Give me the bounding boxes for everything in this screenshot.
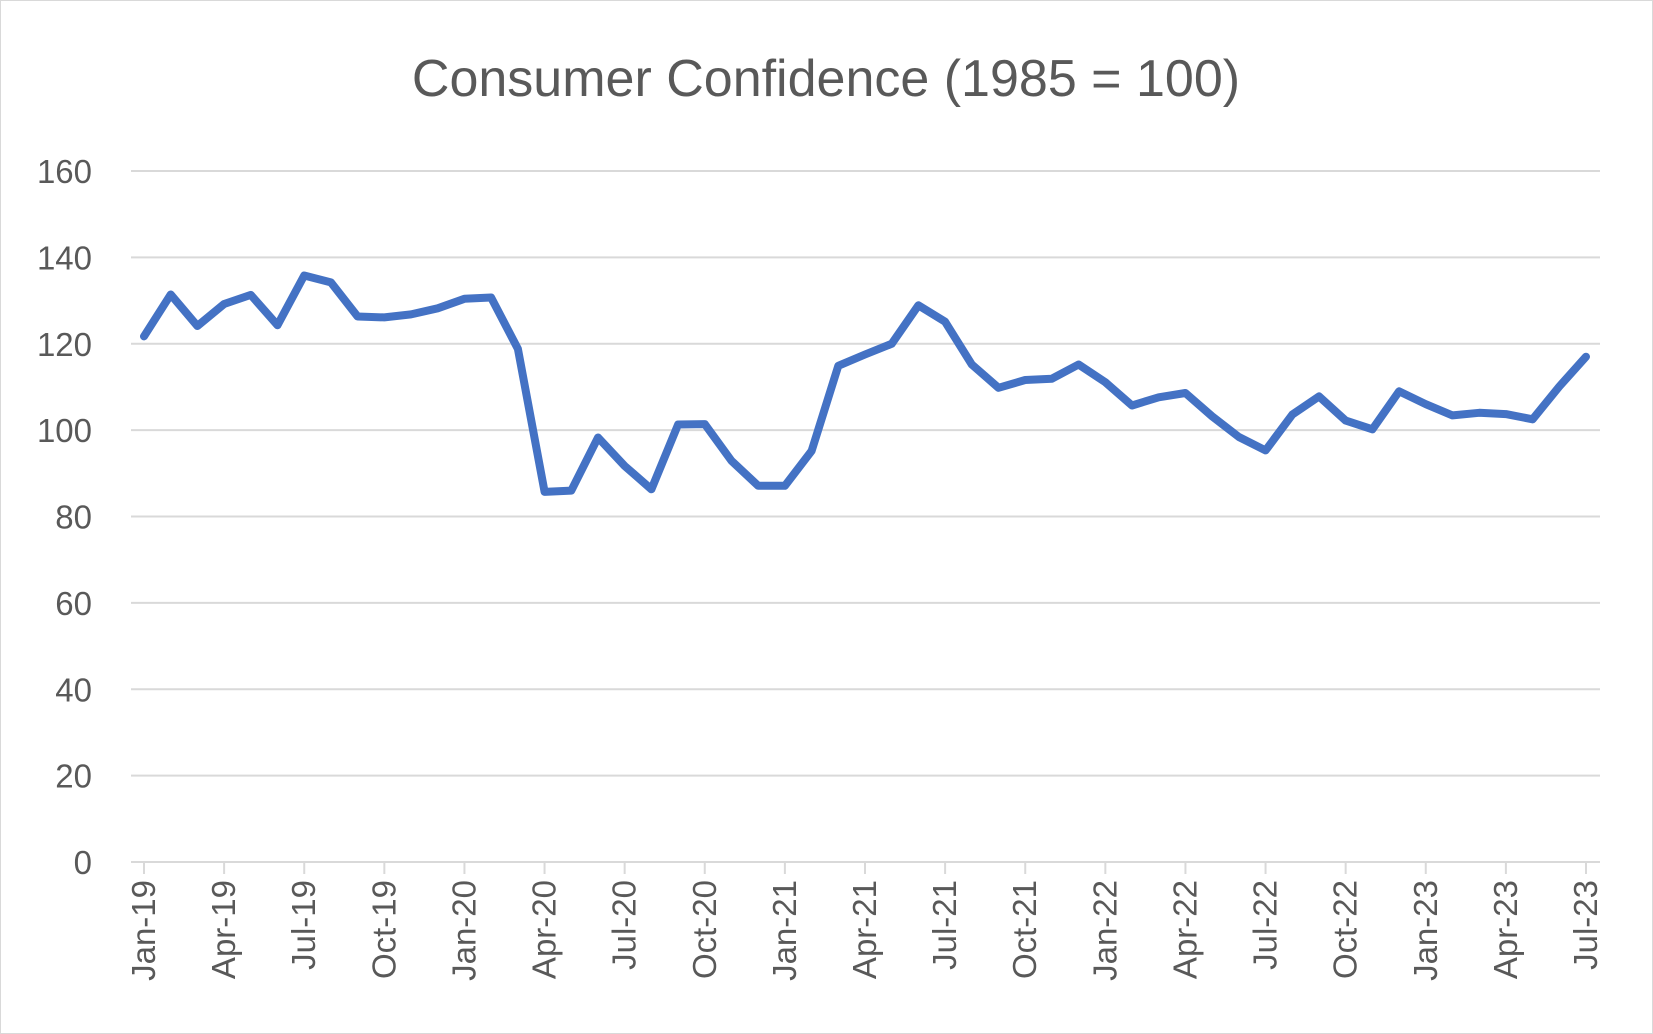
x-tick-label: Apr-19 (205, 880, 242, 979)
y-tick-label: 100 (37, 412, 92, 449)
series-line-0 (140, 271, 1590, 496)
x-tick-label: Jul-22 (1247, 880, 1284, 970)
y-tick-label: 140 (37, 239, 92, 276)
x-tick-label: Jul-23 (1567, 880, 1604, 970)
y-tick-label: 40 (55, 671, 92, 708)
y-axis-tick-labels: 0 20 40 60 80 100 120 140 160 (37, 153, 92, 881)
x-tick-label: Jul-19 (285, 880, 322, 970)
x-tick-label: Apr-23 (1487, 880, 1524, 979)
gridlines (131, 170, 1600, 777)
y-tick-label: 60 (55, 585, 92, 622)
y-tick-label: 80 (55, 499, 92, 536)
y-tick-label: 20 (55, 758, 92, 795)
x-tick-label: Jan-21 (766, 880, 803, 981)
y-tick-label: 0 (74, 844, 92, 881)
x-axis: Jan-19 Apr-19 Jul-19 Oct-19 Jan-20 Apr-20 Jul-… (125, 861, 1604, 981)
y-tick-label: 160 (37, 153, 92, 190)
x-tick-label: Jan-23 (1407, 880, 1444, 981)
x-tick-label: Apr-21 (846, 880, 883, 979)
x-tick-label: Oct-19 (365, 880, 402, 979)
x-tick-label: Oct-20 (686, 880, 723, 979)
x-tick-label: Apr-22 (1166, 880, 1203, 979)
x-tick-label: Jan-20 (445, 880, 482, 981)
series-layer (140, 271, 1590, 496)
x-tick-label: Jan-19 (125, 880, 162, 981)
x-tick-label: Jul-20 (606, 880, 643, 970)
x-tick-label: Oct-22 (1327, 880, 1364, 979)
y-tick-label: 120 (37, 326, 92, 363)
chart-title: Consumer Confidence (1985 = 100) (412, 50, 1240, 108)
x-tick-label: Jul-21 (926, 880, 963, 970)
x-tick-label: Oct-21 (1006, 880, 1043, 979)
x-tick-label: Jan-22 (1086, 880, 1123, 981)
x-tick-label: Apr-20 (526, 880, 563, 979)
